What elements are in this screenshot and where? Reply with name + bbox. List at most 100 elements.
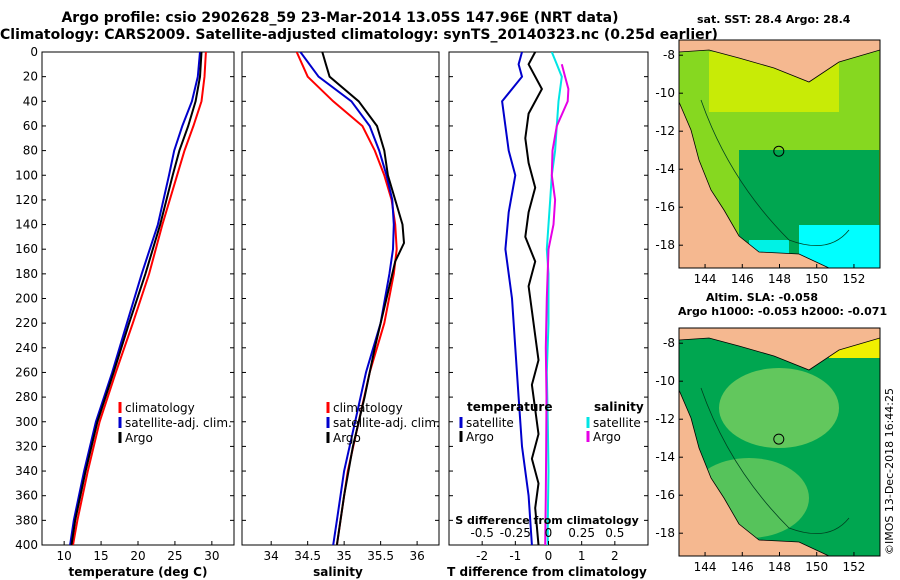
- salinity-legend-0-label: climatology: [333, 401, 403, 415]
- depth-tick-label: 340: [15, 464, 38, 478]
- salinity-xtick-label: 34.5: [294, 549, 321, 563]
- difference-s-tick-label: 0.25: [568, 526, 595, 540]
- sla-map-lat-tick-label: -14: [655, 450, 675, 464]
- difference-series-0-line: [501, 52, 533, 545]
- title-line-2: Climatology: CARS2009. Satellite-adjuste…: [0, 27, 718, 43]
- difference-t-tick-label: 1: [578, 549, 586, 563]
- temperature-xtick-label: 20: [130, 549, 145, 563]
- depth-tick-label: 100: [15, 168, 38, 182]
- sst-map-lat-tick-label: -8: [663, 48, 675, 62]
- temperature-legend-0-label: climatology: [125, 401, 195, 415]
- depth-tick-label: 220: [15, 316, 38, 330]
- depth-tick-label: 260: [15, 365, 38, 379]
- temperature-legend-1-label: satellite-adj. clim.: [125, 416, 232, 430]
- sst-map-lon-tick-label: 144: [694, 272, 717, 286]
- difference-series-2-line: [545, 52, 563, 545]
- salinity-legend-1-label: satellite-adj. clim.: [333, 416, 440, 430]
- sst-map-title: sat. SST: 28.4 Argo: 28.4: [697, 13, 851, 26]
- sst-map-land-australia: [679, 101, 830, 268]
- difference-legend-sal-argo-label: Argo: [593, 430, 621, 444]
- sla-map-lon-tick-label: 144: [694, 560, 717, 574]
- difference-series-0-group: [501, 52, 533, 545]
- title-line-1: Argo profile: csio 2902628_59 23-Mar-201…: [61, 10, 619, 26]
- salinity-xtick-label: 34: [264, 549, 279, 563]
- difference-series-3-group: [544, 64, 570, 545]
- difference-series-2-group: [545, 52, 563, 545]
- difference-t-xlabel: T difference from climatology: [447, 565, 647, 579]
- salinity-legend-2-label: Argo: [333, 431, 361, 445]
- temperature-xtick-label: 30: [204, 549, 219, 563]
- sla-map-lon-tick-label: 148: [768, 560, 791, 574]
- temperature-series-1-group: [69, 52, 201, 545]
- sst-map-group: [679, 40, 880, 268]
- salinity-xlabel: salinity: [313, 565, 363, 579]
- temperature-legend-2-label: Argo: [125, 431, 153, 445]
- salinity-xtick-label: 36: [409, 549, 424, 563]
- temperature-series-2-line: [70, 52, 203, 545]
- difference-legend-temp-argo-label: Argo: [466, 430, 494, 444]
- sst-map-lat-tick-label: -10: [655, 86, 675, 100]
- depth-tick-label: 360: [15, 489, 38, 503]
- sst-map-lat-tick-label: -18: [655, 238, 675, 252]
- difference-t-tick-label: 2: [611, 549, 619, 563]
- temperature-series-0-group: [72, 52, 207, 545]
- sla-map-lat-tick-label: -16: [655, 488, 675, 502]
- sla-map-lat-tick-label: -18: [655, 526, 675, 540]
- sla-map-lon-tick-label: 152: [842, 560, 865, 574]
- depth-tick-label: 140: [15, 218, 38, 232]
- temperature-series-2-group: [70, 52, 203, 545]
- difference-s-tick-label: 0: [545, 526, 553, 540]
- difference-legend-sal-sat-label: satellite: [593, 416, 641, 430]
- sst-map-lon-tick-label: 146: [731, 272, 754, 286]
- temperature-xlabel: temperature (deg C): [69, 565, 208, 579]
- temperature-series-0-line: [72, 52, 207, 545]
- difference-legend-salinity-title: salinity: [594, 400, 644, 414]
- sst-map-profile-marker: [773, 145, 785, 157]
- sst-map-lon-tick-label: 150: [805, 272, 828, 286]
- temperature-series-1-line: [69, 52, 201, 545]
- difference-t-tick-label: -2: [476, 549, 488, 563]
- depth-tick-label: 300: [15, 415, 38, 429]
- difference-series-1-line: [524, 52, 544, 545]
- salinity-series-1-group: [299, 52, 395, 545]
- sla-map-reef-contour: [700, 387, 850, 534]
- temperature-xtick-label: 25: [167, 549, 182, 563]
- difference-s-xlabel: S difference from climatology: [455, 514, 639, 527]
- sla-map-sea-ridge: [719, 368, 839, 448]
- difference-legend-temp-sat-label: satellite: [466, 416, 514, 430]
- temperature-xtick-label: 15: [93, 549, 108, 563]
- sst-map-lat-tick-label: -12: [655, 124, 675, 138]
- salinity-series-1-line: [299, 52, 395, 545]
- imos-credit: ©IMOS 13-Dec-2018 16:44:25: [883, 388, 896, 555]
- sla-map-title-1: Altim. SLA: -0.058: [706, 291, 819, 304]
- depth-tick-label: 60: [23, 119, 38, 133]
- depth-tick-label: 320: [15, 439, 38, 453]
- depth-tick-label: 0: [30, 45, 38, 59]
- salinity-xtick-label: 35: [337, 549, 352, 563]
- sst-map-lon-tick-label: 152: [842, 272, 865, 286]
- depth-tick-label: 280: [15, 390, 38, 404]
- depth-tick-label: 80: [23, 144, 38, 158]
- sla-map-lat-tick-label: -12: [655, 412, 675, 426]
- sla-map-title-2: Argo h1000: -0.053 h2000: -0.071: [678, 305, 888, 318]
- sla-map-lon-tick-label: 150: [805, 560, 828, 574]
- difference-series-1-group: [524, 52, 544, 545]
- depth-tick-label: 400: [15, 538, 38, 552]
- depth-tick-label: 20: [23, 70, 38, 84]
- sla-map-lon-tick-label: 146: [731, 560, 754, 574]
- depth-tick-label: 120: [15, 193, 38, 207]
- depth-tick-label: 200: [15, 292, 38, 306]
- depth-tick-label: 40: [23, 94, 38, 108]
- sst-map-lat-tick-label: -14: [655, 162, 675, 176]
- depth-tick-label: 180: [15, 267, 38, 281]
- difference-legend-temperature-title: temperature: [467, 400, 552, 414]
- sst-map-reef-contour: [700, 99, 850, 246]
- sla-map-lat-tick-label: -8: [663, 336, 675, 350]
- difference-t-tick-label: 0: [545, 549, 553, 563]
- sla-map-profile-marker: [773, 433, 785, 445]
- salinity-series-2-line: [321, 52, 406, 545]
- salinity-xtick-label: 35.5: [367, 549, 394, 563]
- salinity-plot-frame: [241, 51, 440, 546]
- depth-tick-label: 240: [15, 341, 38, 355]
